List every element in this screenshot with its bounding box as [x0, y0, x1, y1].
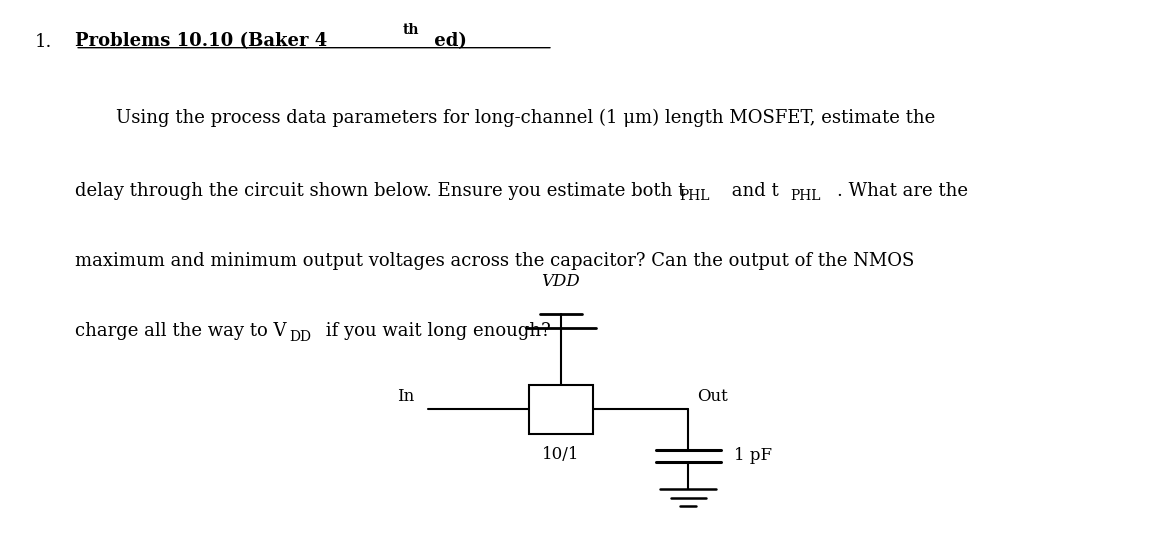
Text: if you wait long enough?: if you wait long enough? — [320, 322, 551, 340]
Text: VDD: VDD — [541, 273, 581, 290]
Text: ed): ed) — [428, 33, 467, 50]
Text: Out: Out — [697, 388, 729, 405]
Text: 1.: 1. — [35, 33, 52, 50]
Text: and t: and t — [726, 182, 779, 199]
Text: PHL: PHL — [679, 189, 709, 203]
Text: 10/1: 10/1 — [542, 446, 580, 462]
Text: . What are the: . What are the — [837, 182, 968, 199]
Text: 1 pF: 1 pF — [734, 447, 773, 464]
Text: th: th — [403, 23, 419, 37]
Text: Using the process data parameters for long-channel (1 μm) length MOSFET, estimat: Using the process data parameters for lo… — [115, 108, 935, 127]
Text: Problems 10.10 (Baker 4: Problems 10.10 (Baker 4 — [76, 33, 327, 50]
Text: DD: DD — [289, 330, 311, 344]
Text: In: In — [397, 388, 414, 405]
Text: charge all the way to V: charge all the way to V — [76, 322, 286, 340]
Bar — [530, 385, 592, 434]
Text: maximum and minimum output voltages across the capacitor? Can the output of the : maximum and minimum output voltages acro… — [76, 252, 915, 270]
Text: delay through the circuit shown below. Ensure you estimate both t: delay through the circuit shown below. E… — [76, 182, 686, 199]
Text: PHL: PHL — [790, 189, 821, 203]
